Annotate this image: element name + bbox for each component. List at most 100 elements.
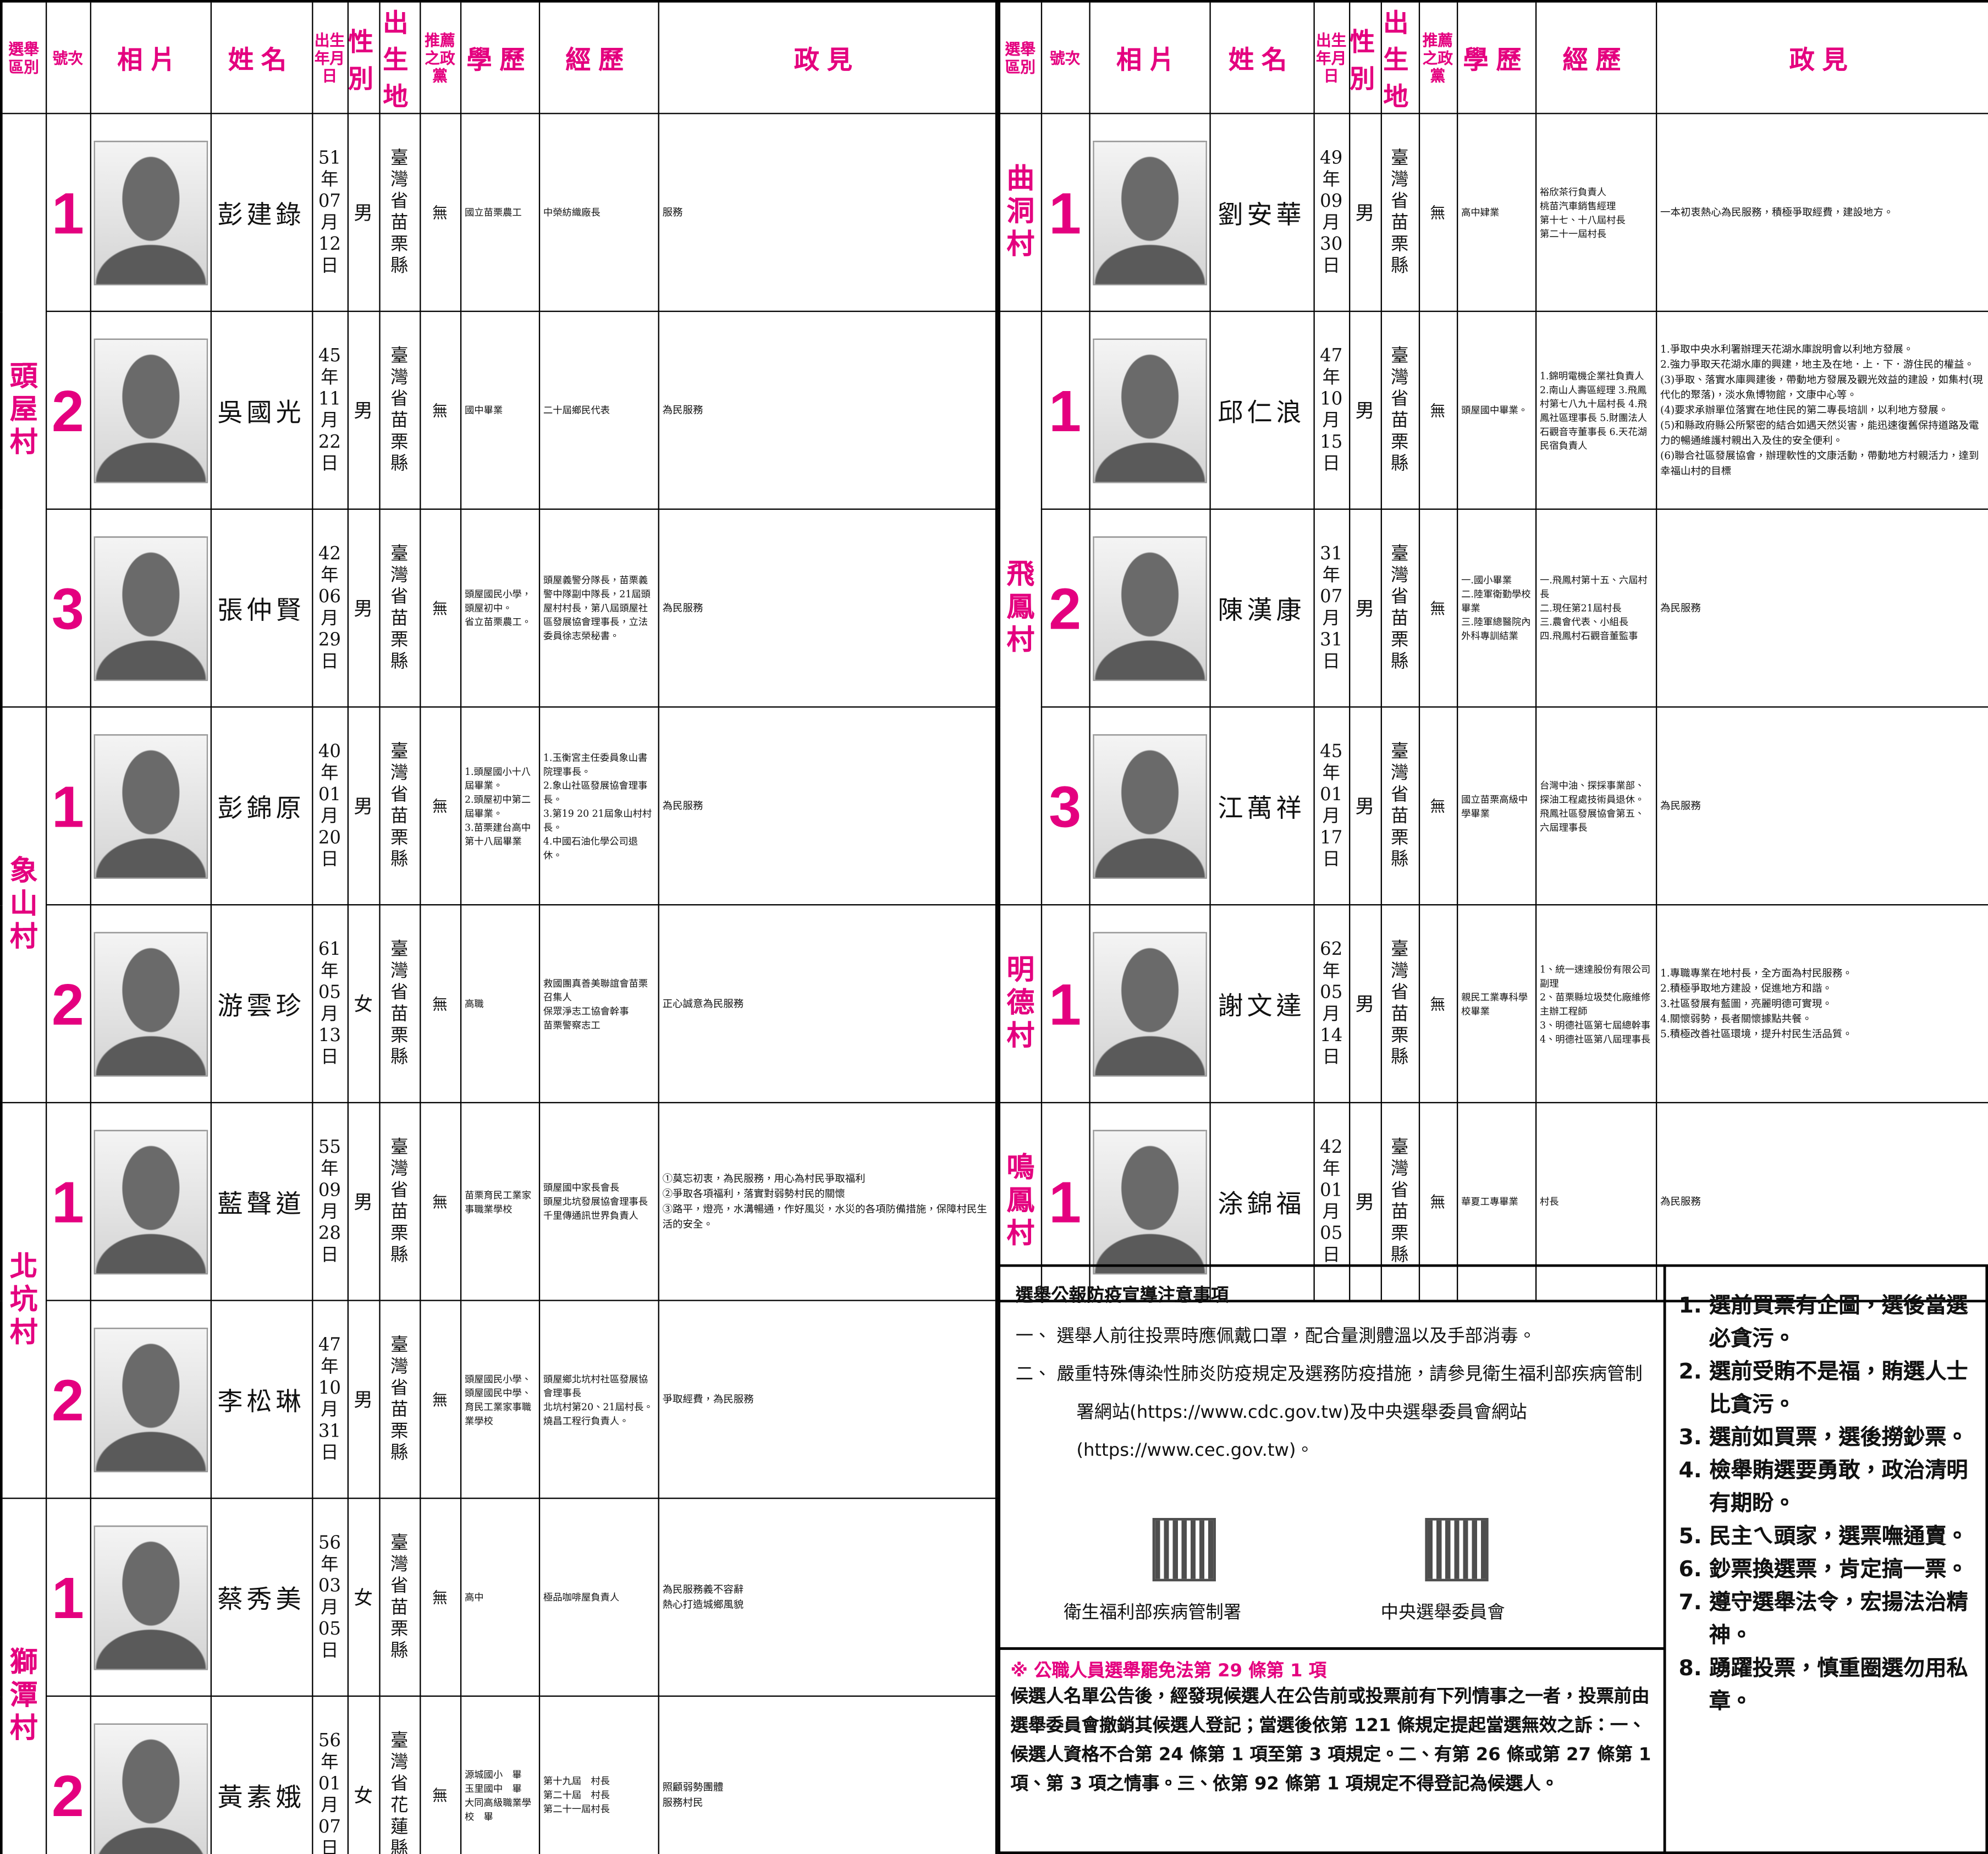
photo-cell xyxy=(89,113,211,312)
candidate-number: 1 xyxy=(45,113,91,312)
birth-date: 40 年 01 月 20 日 xyxy=(311,706,348,906)
birthplace: 臺灣省苗栗縣 xyxy=(1380,1102,1419,1302)
gender: 女 xyxy=(346,1695,380,1854)
district-name: 頭屋村 xyxy=(1,113,47,708)
qr-code xyxy=(1425,1517,1489,1582)
law-title: ※ 公職人員選舉罷免法第 29 條第 1 項 xyxy=(1010,1661,1327,1682)
slogan: 2. 選前受賄不是福，賄選人士比貪污。 xyxy=(1678,1359,1968,1418)
photo-cell xyxy=(89,1300,211,1499)
platform: 正心誠意為民服務 xyxy=(657,904,998,1104)
gender: 男 xyxy=(346,310,380,510)
photo-cell xyxy=(89,1498,211,1697)
party: 無 xyxy=(418,1300,461,1499)
birth-date: 56 年 01 月 07 日 xyxy=(311,1695,348,1854)
party: 無 xyxy=(418,508,461,708)
header-cell: 選舉區別 xyxy=(998,1,1042,114)
photo-cell xyxy=(1088,113,1210,312)
birthplace: 臺灣省苗栗縣 xyxy=(378,1300,421,1499)
header-cell: 經歷 xyxy=(1534,1,1657,114)
header-cell: 出生地 xyxy=(378,1,421,114)
party: 無 xyxy=(418,1102,461,1301)
candidate-number: 3 xyxy=(1040,706,1090,906)
header-row: 選舉區別 號次 相片 姓名 出生年月日 性別 出生地 推薦之政黨 學歷 經歷 政見 xyxy=(998,1,1988,114)
candidate-name: 涂錦福 xyxy=(1209,1102,1314,1302)
header-cell: 相片 xyxy=(89,1,211,114)
slogan: 6. 鈔票換選票，肯定搞一票。 xyxy=(1678,1557,1968,1583)
slogan-box: 1. 選前買票有企圖，選後當選必貪污。 2. 選前受賄不是福，賄選人士比貪污。 3.… xyxy=(1663,1264,1988,1854)
slogan: 7. 遵守選舉法令，宏揚法治精神。 xyxy=(1678,1590,1968,1649)
party: 無 xyxy=(418,310,461,510)
experience: 二十屆鄉民代表 xyxy=(538,310,659,510)
party: 無 xyxy=(1418,706,1458,906)
experience: 村長 xyxy=(1534,1102,1657,1302)
education: 頭屋國民小學、頭屋國民中學、育民工業家事職業學校 xyxy=(459,1300,539,1499)
birthplace: 臺灣省苗栗縣 xyxy=(1380,508,1419,708)
candidate-name: 游雲珍 xyxy=(210,904,313,1104)
birthplace: 臺灣省苗栗縣 xyxy=(1380,706,1419,906)
candidate-number: 1 xyxy=(1040,1102,1090,1302)
birth-date: 45 年 11 月 22 日 xyxy=(311,310,348,510)
education: 頭屋國民小學，頭屋初中。 省立苗栗農工。 xyxy=(459,508,539,708)
birthplace: 臺灣省苗栗縣 xyxy=(378,113,421,312)
law-box: ※ 公職人員選舉罷免法第 29 條第 1 項 候選人名單公告後，經發現候選人在公… xyxy=(998,1647,1666,1854)
party: 無 xyxy=(418,113,461,312)
birthplace: 臺灣省苗栗縣 xyxy=(378,508,421,708)
candidate-number: 2 xyxy=(45,1300,91,1499)
slogan: 8. 踴躍投票，慎重圈選勿用私章。 xyxy=(1678,1656,1968,1715)
candidate-photo xyxy=(1092,338,1207,483)
education: 高中肄業 xyxy=(1456,113,1537,312)
header-row: 選舉區別 號次 相片 姓名 出生年月日 性別 出生地 推薦之政黨 學歷 經歷 政見 xyxy=(1,1,998,114)
education: 苗栗育民工業家事職業學校 xyxy=(459,1102,539,1301)
experience: 台灣中油、探採事業部、探油工程處技術員退休。飛鳳社區發展協會第五、六屆理事長 xyxy=(1534,706,1657,906)
education: 高中 xyxy=(459,1498,539,1697)
photo-cell xyxy=(1088,310,1210,510)
platform: 為民服務 xyxy=(657,310,998,510)
notice-item: 二、 嚴重特殊傳染性肺炎防疫規定及選務防疫措施，請參見衛生福利部疾病管制署網站(… xyxy=(1015,1364,1643,1461)
candidate-photo xyxy=(1092,1129,1207,1274)
education: 華夏工專畢業 xyxy=(1456,1102,1537,1302)
district-name: 明德村 xyxy=(998,904,1042,1104)
header-cell: 經歷 xyxy=(538,1,659,114)
platform: 照顧弱勢團體 服務村民 xyxy=(657,1695,998,1854)
birthplace: 臺灣省苗栗縣 xyxy=(1380,113,1419,312)
platform: 1.爭取中央水利署辦理天花湖水庫說明會以利地方發展。 2.強力爭取天花湖水庫的興… xyxy=(1655,310,1988,510)
candidate-photo xyxy=(93,733,207,878)
candidate-name: 吳國光 xyxy=(210,310,313,510)
candidate-number: 1 xyxy=(1040,904,1090,1104)
candidate-row: 明德村 1 謝文達 62 年 05 月 14 日男臺灣省苗栗縣無親民工業專科學校畢業 1、統一速達… xyxy=(998,904,1988,1104)
header-cell: 學歷 xyxy=(459,1,539,114)
platform: 為民服務 xyxy=(1655,706,1988,906)
candidate-row: 2 陳漢康 31 年 07 月 31 日男臺灣省苗栗縣無一.國小畢業 二.陸軍衛勤學校畢業 三… xyxy=(999,508,1988,708)
candidate-photo xyxy=(93,1129,207,1274)
gender: 女 xyxy=(346,904,380,1104)
header-cell: 出生年月日 xyxy=(1313,1,1350,114)
slogan: 4. 檢舉賄選要勇敢，政治清明有期盼。 xyxy=(1678,1458,1968,1517)
education: 親民工業專科學校畢業 xyxy=(1456,904,1537,1104)
candidate-row: 3 江萬祥 45 年 01 月 17 日男臺灣省苗栗縣無國立苗栗高級中學畢業 台灣中油、探採事業… xyxy=(999,706,1988,906)
candidate-photo xyxy=(1092,536,1207,681)
candidate-row: 北坑村 1 藍聲道 55 年 09 月 28 日男臺灣省苗栗縣無苗栗育民工業家事職業學校 頭屋國中… xyxy=(1,1102,998,1499)
district-name: 飛鳳村 xyxy=(998,310,1042,906)
party: 無 xyxy=(418,904,461,1104)
experience: 一.飛鳳村第十五、六屆村長 二.現任第21屆村長 三.農會代表、小組長 四.飛鳳… xyxy=(1534,508,1657,708)
header-cell: 選舉區別 xyxy=(1,1,47,114)
gender: 男 xyxy=(1348,310,1381,510)
candidate-number: 1 xyxy=(1040,310,1090,510)
experience: 頭屋國中家長會長 頭屋北坑發展協會理事長 千里傳通訊世界負責人 xyxy=(538,1102,659,1301)
district-name: 曲洞村 xyxy=(998,113,1042,312)
education: 國立苗栗高級中學畢業 xyxy=(1456,706,1537,906)
candidate-name: 江萬祥 xyxy=(1209,706,1314,906)
birth-date: 45 年 01 月 17 日 xyxy=(1313,706,1350,906)
education: 源城國小 畢 玉里國中 畢 大同高級職業學校 畢 xyxy=(459,1695,539,1854)
party: 無 xyxy=(1418,113,1458,312)
education: 高職 xyxy=(459,904,539,1104)
candidate-photo xyxy=(93,1723,207,1854)
candidate-number: 2 xyxy=(45,1695,91,1854)
candidate-row: 2 黃素娥 56 年 01 月 07 日女臺灣省花蓮縣無源城國小 畢 玉里國中 畢 大同高級職… xyxy=(1,1695,998,1854)
header-cell: 學歷 xyxy=(1456,1,1537,114)
header-cell: 推薦之政黨 xyxy=(1418,1,1458,114)
candidate-row: 象山村 1 彭錦原 40 年 01 月 20 日男臺灣省苗栗縣無 1.頭屋國小十八屆畢業。 2.頭… xyxy=(1,706,998,1104)
experience: 1.玉衡宮主任委員象山書院理事長。 2.象山社區發展協會理事長。 3.第19 2… xyxy=(538,706,659,906)
gender: 男 xyxy=(1348,1102,1381,1302)
